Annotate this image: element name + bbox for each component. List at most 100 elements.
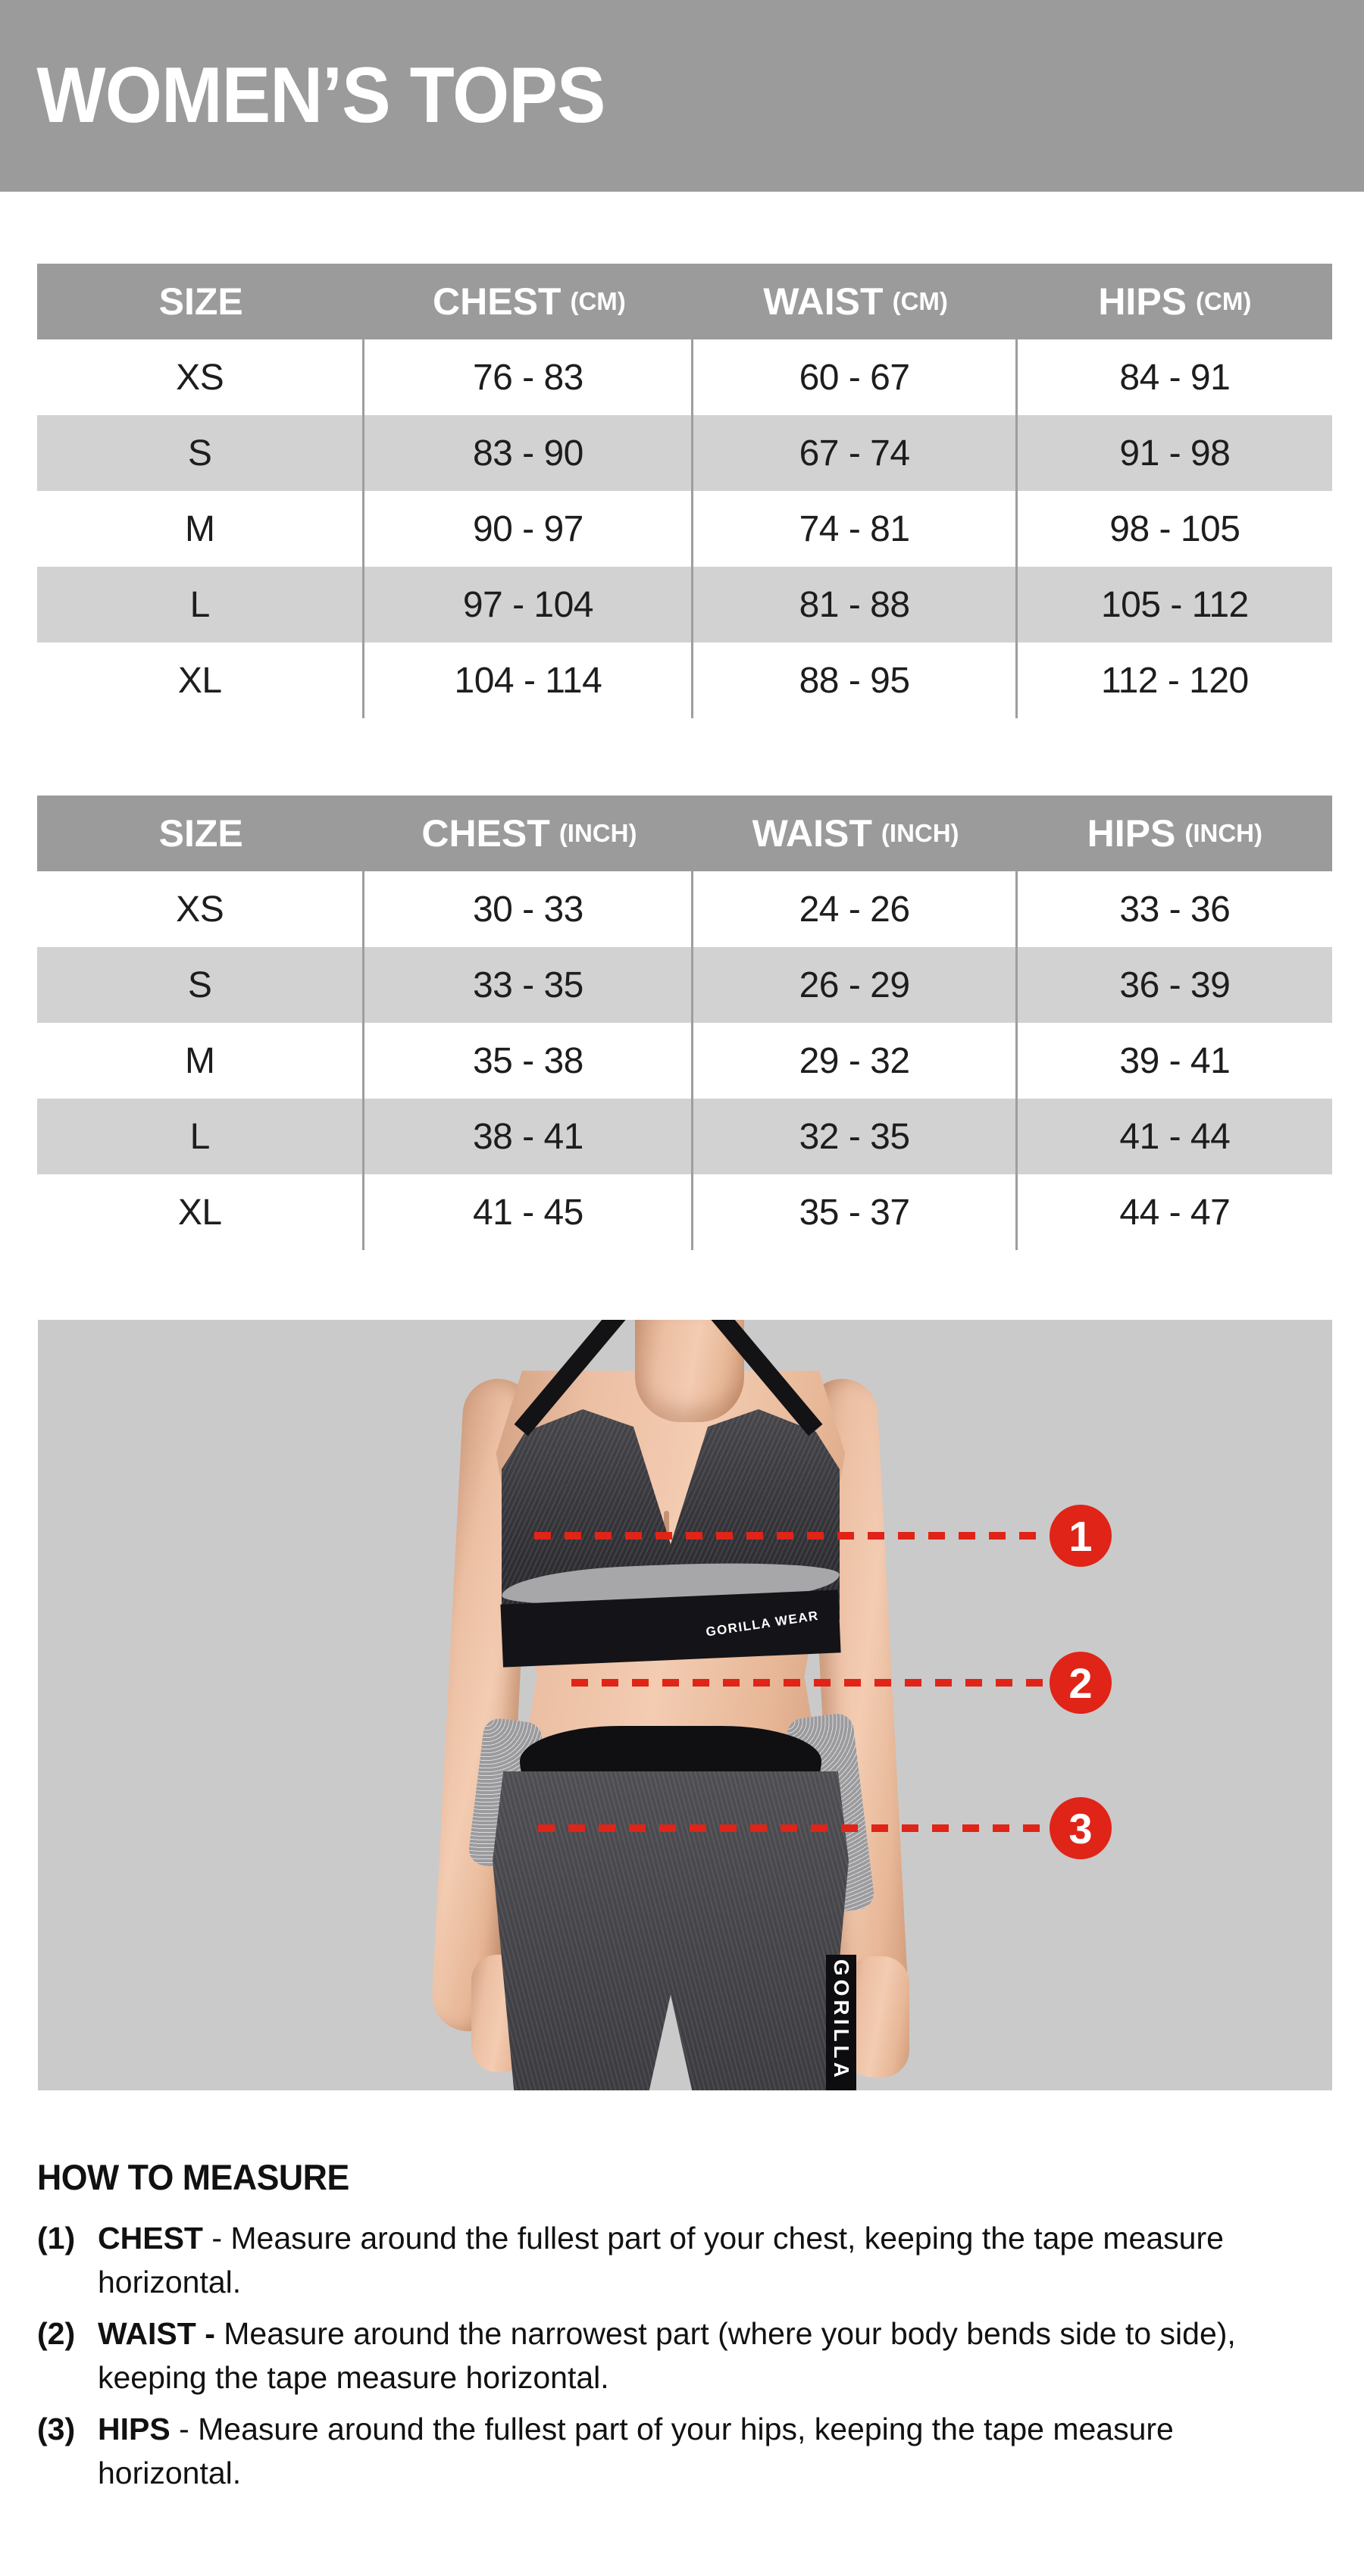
hips-cell: 91 - 98 [1119, 433, 1231, 474]
table-row: M 35 - 38 29 - 32 39 - 41 [37, 1023, 1332, 1099]
waist-cell: 88 - 95 [693, 642, 1018, 718]
chest-cell: 38 - 41 [364, 1099, 694, 1174]
hips-cell: 98 - 105 [1109, 508, 1240, 549]
column-header-label: WAIST [763, 280, 884, 323]
waist-cell: 29 - 32 [693, 1023, 1018, 1099]
waist-cell: 35 - 37 [693, 1174, 1018, 1250]
how-to-measure-section: HOW TO MEASURE (1) CHEST - Measure aroun… [37, 2156, 1310, 2503]
waist-cell: 24 - 26 [693, 871, 1018, 947]
column-header-chest: CHEST (CM) [364, 264, 693, 339]
size-cell: M [37, 491, 365, 567]
table-header-row: SIZE CHEST (CM) WAIST (CM) HIPS (CM) [37, 264, 1332, 339]
column-header-label: HIPS [1098, 280, 1187, 323]
table-row: XS 76 - 83 60 - 67 84 - 91 [37, 339, 1332, 415]
page-title: WOMEN’S TOPS [36, 52, 605, 139]
item-number: (2) [37, 2316, 76, 2351]
column-header-label: WAIST [752, 812, 872, 855]
table-row: L 97 - 104 81 - 88 105 - 112 [37, 567, 1332, 642]
size-cell: S [37, 415, 365, 491]
item-label: WAIST - [98, 2316, 215, 2351]
model-right-hand [846, 1956, 909, 2077]
unit-label: (INCH) [558, 819, 637, 847]
waist-measure-line [571, 1679, 1050, 1687]
unit-label: (INCH) [881, 819, 959, 847]
how-to-measure-list: (1) CHEST - Measure around the fullest p… [37, 2216, 1310, 2495]
chest-cell: 41 - 45 [364, 1174, 694, 1250]
chest-cell: 30 - 33 [364, 871, 694, 947]
size-cell: XS [37, 871, 365, 947]
sports-bra: GORILLA WEAR [500, 1409, 841, 1667]
waist-cell: 26 - 29 [693, 947, 1018, 1023]
chest-cell: 76 - 83 [364, 339, 694, 415]
column-header-size: SIZE [37, 264, 364, 339]
chest-cell: 33 - 35 [364, 947, 694, 1023]
how-to-item-hips: (3) HIPS - Measure around the fullest pa… [37, 2407, 1280, 2495]
hips-measure-line [538, 1824, 1050, 1832]
column-header-label: CHEST [433, 280, 562, 323]
waist-marker-badge: 2 [1050, 1652, 1112, 1714]
chest-cell: 97 - 104 [364, 567, 694, 642]
item-number: (1) [37, 2221, 76, 2256]
hips-cell: 105 - 112 [1100, 584, 1249, 625]
measurement-figure: GORILLA WEAR GORILLA 1 2 3 [38, 1320, 1332, 2090]
hips-cell: 33 - 36 [1119, 889, 1231, 930]
item-separator [215, 2316, 224, 2351]
item-text: Measure around the fullest part of your … [98, 2221, 1224, 2299]
hips-cell: 84 - 91 [1119, 357, 1231, 398]
size-cell: M [37, 1023, 365, 1099]
unit-label: (CM) [892, 287, 948, 315]
waist-cell: 60 - 67 [693, 339, 1018, 415]
bra-brand-text: GORILLA WEAR [705, 1608, 821, 1640]
table-row: S 83 - 90 67 - 74 91 - 98 [37, 415, 1332, 491]
column-header-waist: WAIST (INCH) [693, 796, 1017, 871]
size-cell: XL [37, 1174, 365, 1250]
how-to-item-waist: (2) WAIST - Measure around the narrowest… [37, 2312, 1280, 2399]
chest-measure-line [534, 1532, 1050, 1540]
how-to-item-chest: (1) CHEST - Measure around the fullest p… [37, 2216, 1280, 2304]
table-row: XL 41 - 45 35 - 37 44 - 47 [37, 1174, 1332, 1250]
hips-cell: 112 - 120 [1100, 660, 1249, 701]
leggings [493, 1771, 849, 2090]
hips-cell: 44 - 47 [1119, 1192, 1231, 1233]
hips-cell: 39 - 41 [1119, 1040, 1231, 1081]
item-label: HIPS [98, 2412, 170, 2446]
table-row: XL 104 - 114 88 - 95 112 - 120 [37, 642, 1332, 718]
chest-cell: 83 - 90 [364, 415, 694, 491]
size-cell: S [37, 947, 365, 1023]
waist-cell: 81 - 88 [693, 567, 1018, 642]
item-text: Measure around the narrowest part (where… [98, 2316, 1236, 2395]
waist-cell: 67 - 74 [693, 415, 1018, 491]
column-header-label: SIZE [158, 280, 243, 323]
unit-label: (CM) [570, 287, 626, 315]
size-table-cm: SIZE CHEST (CM) WAIST (CM) HIPS (CM) XS 76 … [37, 264, 1332, 718]
size-table-inch: SIZE CHEST (INCH) WAIST (INCH) HIPS (INCH) … [37, 796, 1332, 1250]
column-header-label: SIZE [158, 812, 243, 855]
chest-marker-badge: 1 [1050, 1505, 1112, 1567]
waist-cell: 74 - 81 [693, 491, 1018, 567]
column-header-waist: WAIST (CM) [693, 264, 1017, 339]
how-to-measure-title: HOW TO MEASURE [37, 2157, 349, 2197]
hips-cell: 41 - 44 [1119, 1116, 1231, 1157]
column-header-hips: HIPS (INCH) [1018, 796, 1332, 871]
size-cell: L [37, 567, 365, 642]
size-cell: XS [37, 339, 365, 415]
leggings-side-stripe: GORILLA [826, 1955, 856, 2090]
item-separator: - [202, 2221, 231, 2256]
chest-cell: 35 - 38 [364, 1023, 694, 1099]
leg-brand-text: GORILLA [830, 1959, 853, 2081]
item-label: CHEST [98, 2221, 203, 2256]
column-header-label: HIPS [1087, 812, 1176, 855]
column-header-chest: CHEST (INCH) [364, 796, 693, 871]
table-row: XS 30 - 33 24 - 26 33 - 36 [37, 871, 1332, 947]
table-row: M 90 - 97 74 - 81 98 - 105 [37, 491, 1332, 567]
size-cell: L [37, 1099, 365, 1174]
item-number: (3) [37, 2412, 76, 2446]
table-row: S 33 - 35 26 - 29 36 - 39 [37, 947, 1332, 1023]
hips-marker-badge: 3 [1050, 1797, 1112, 1859]
table-header-row: SIZE CHEST (INCH) WAIST (INCH) HIPS (INCH) [37, 796, 1332, 871]
column-header-hips: HIPS (CM) [1018, 264, 1332, 339]
table-row: L 38 - 41 32 - 35 41 - 44 [37, 1099, 1332, 1174]
column-header-size: SIZE [37, 796, 364, 871]
chest-cell: 104 - 114 [364, 642, 694, 718]
